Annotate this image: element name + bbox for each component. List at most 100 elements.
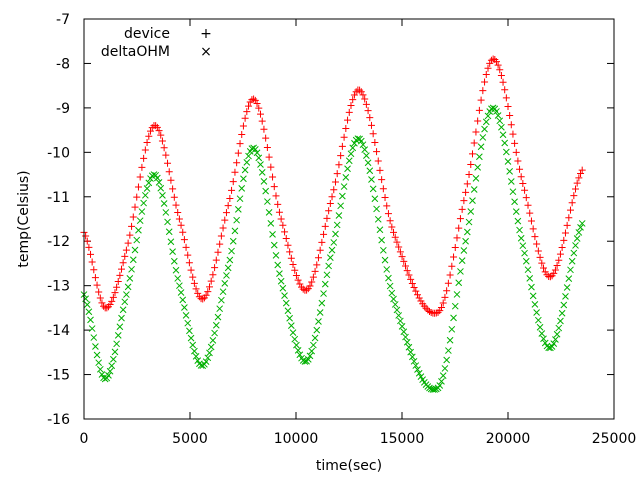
x-tick-label: 15000	[380, 431, 425, 447]
data-point	[342, 174, 350, 181]
data-point	[335, 161, 343, 169]
data-point	[494, 112, 502, 119]
data-point	[498, 123, 505, 131]
data-point	[409, 353, 416, 361]
data-point	[472, 174, 480, 182]
data-point	[398, 253, 406, 261]
data-point	[453, 234, 461, 242]
data-point	[106, 367, 114, 375]
data-point	[265, 153, 273, 161]
data-point	[224, 202, 232, 210]
data-point	[514, 157, 522, 165]
data-point	[386, 217, 394, 225]
data-point	[349, 96, 357, 104]
data-point	[184, 319, 192, 327]
data-point	[395, 243, 403, 251]
data-point	[456, 215, 464, 223]
data-point	[378, 236, 386, 244]
data-point	[422, 304, 430, 312]
data-point	[552, 336, 559, 343]
data-point	[405, 271, 413, 279]
data-point	[344, 116, 352, 124]
data-point	[105, 372, 112, 379]
data-point	[314, 254, 322, 262]
data-point	[578, 166, 586, 174]
data-point	[212, 321, 220, 329]
data-point	[277, 215, 285, 223]
data-point	[391, 301, 399, 308]
data-point	[96, 365, 104, 373]
data-point	[436, 307, 444, 315]
data-point	[481, 125, 488, 133]
data-point	[306, 352, 314, 360]
data-point	[131, 203, 139, 211]
data-point	[379, 246, 387, 254]
data-point	[531, 233, 539, 241]
legend-marker-deltaohm: ×	[200, 44, 212, 60]
data-point	[153, 123, 161, 131]
data-point	[228, 186, 236, 194]
y-tick-label: -15	[47, 368, 70, 384]
data-point	[251, 96, 259, 104]
data-point	[526, 275, 534, 282]
data-point	[170, 193, 178, 201]
data-point	[313, 326, 321, 334]
data-point	[536, 323, 544, 331]
data-point	[124, 239, 132, 247]
data-point	[267, 220, 275, 227]
data-point	[218, 296, 225, 304]
data-point	[567, 266, 574, 274]
legend: device + deltaOHM ×	[101, 26, 212, 60]
data-point	[374, 215, 382, 223]
data-point	[133, 236, 141, 244]
data-point	[103, 304, 111, 312]
data-point	[566, 206, 574, 214]
x-tick-label: 25000	[592, 431, 637, 447]
data-point	[303, 286, 311, 294]
data-point	[504, 103, 512, 111]
data-point	[219, 224, 227, 232]
data-point	[199, 295, 207, 303]
data-point	[141, 191, 149, 199]
data-point	[281, 292, 288, 299]
data-point	[282, 234, 290, 242]
data-point	[357, 88, 365, 96]
data-point	[245, 152, 252, 160]
data-point	[140, 154, 148, 162]
data-point	[323, 214, 331, 222]
data-point	[550, 269, 558, 277]
data-point	[88, 325, 96, 332]
data-point	[462, 237, 469, 245]
data-point	[108, 297, 116, 305]
data-point	[157, 184, 165, 192]
data-point	[316, 309, 324, 316]
data-point	[476, 153, 483, 161]
data-point	[331, 178, 339, 186]
data-point	[507, 178, 515, 185]
data-point	[415, 294, 423, 302]
data-point	[308, 278, 316, 286]
data-point	[441, 293, 449, 301]
data-point	[344, 165, 351, 173]
data-point	[556, 250, 564, 258]
data-point	[291, 266, 299, 274]
data-point	[514, 217, 522, 225]
data-point	[410, 283, 418, 291]
data-point	[282, 299, 290, 307]
x-axis-label: time(sec)	[316, 458, 382, 474]
data-point	[258, 117, 266, 125]
data-point	[229, 237, 237, 245]
data-point	[455, 224, 463, 232]
data-point	[325, 207, 333, 215]
data-point	[206, 349, 213, 357]
data-point	[393, 238, 401, 246]
data-point	[111, 289, 119, 297]
data-point	[425, 307, 433, 315]
data-point	[211, 329, 218, 337]
data-point	[90, 266, 98, 274]
data-point	[362, 100, 370, 108]
data-point	[561, 229, 569, 237]
data-point	[250, 95, 258, 103]
data-point	[400, 328, 408, 336]
data-point	[572, 242, 579, 249]
